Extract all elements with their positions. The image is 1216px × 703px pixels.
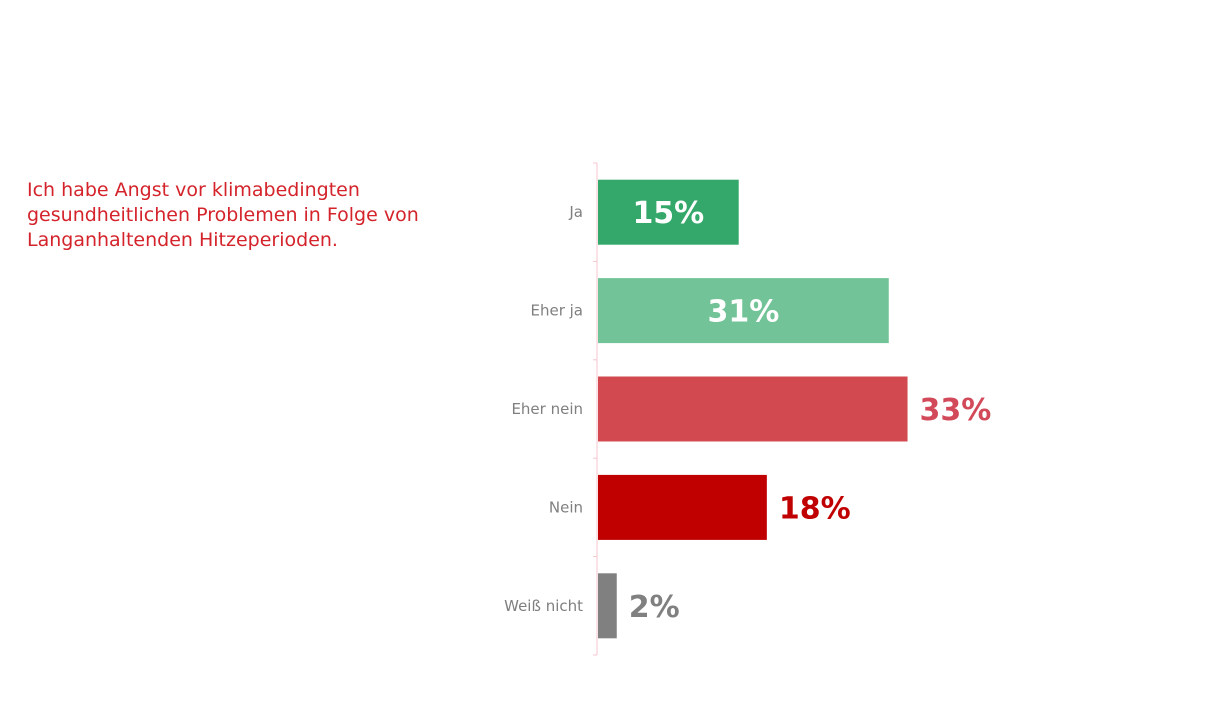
question-line-2: gesundheitlichen Problemen in Folge von [27,204,419,226]
category-label: Eher ja [530,302,583,320]
data-label: 2% [629,590,680,625]
data-label: 33% [920,393,992,428]
question-line-3: Langanhaltenden Hitzeperioden. [27,229,338,251]
question-text: Ich habe Angst vor klimabedingten gesund… [27,178,467,253]
bar [598,179,739,245]
bar [598,474,767,540]
data-label: 18% [779,491,851,526]
category-label: Eher nein [511,400,583,418]
bar [598,376,908,442]
data-label: 15% [632,196,704,231]
question-line-1: Ich habe Angst vor klimabedingten [27,179,360,201]
category-label: Nein [549,498,583,516]
bar [598,278,889,344]
category-label: Ja [568,203,583,221]
bar [598,573,617,639]
data-label: 31% [707,295,779,330]
category-label: Weiß nicht [504,597,583,615]
